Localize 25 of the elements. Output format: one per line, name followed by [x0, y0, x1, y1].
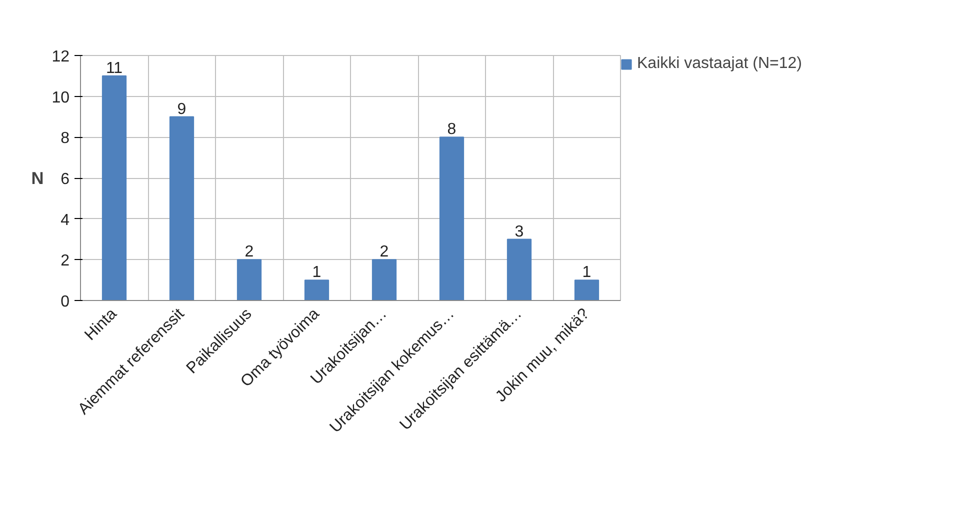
data-label: 2: [380, 244, 389, 261]
legend-label: Kaikki vastaajat (N=12): [637, 55, 802, 73]
data-label: 1: [312, 264, 322, 282]
data-label: 11: [106, 60, 123, 77]
bar: [169, 116, 194, 300]
bar: [304, 280, 330, 300]
bar: [574, 280, 600, 300]
bar: [372, 259, 397, 300]
y-tick-label: 0: [60, 294, 70, 310]
y-tick-label: 12: [52, 48, 70, 66]
data-label: 9: [177, 100, 186, 118]
data-label: 3: [514, 223, 524, 240]
y-tick-label: 8: [60, 130, 70, 148]
y-tick-label: 10: [52, 89, 70, 106]
bar: [102, 75, 127, 300]
data-label: 1: [582, 264, 592, 282]
data-label: 2: [244, 244, 254, 261]
bar: [506, 238, 532, 300]
bar: [236, 259, 262, 300]
y-tick-label: 4: [60, 212, 70, 229]
y-tick-label: 6: [60, 171, 70, 188]
y-axis-title: N: [31, 168, 44, 188]
data-label: 8: [447, 121, 456, 138]
y-tick-label: 2: [60, 252, 70, 270]
bar: [439, 136, 464, 300]
